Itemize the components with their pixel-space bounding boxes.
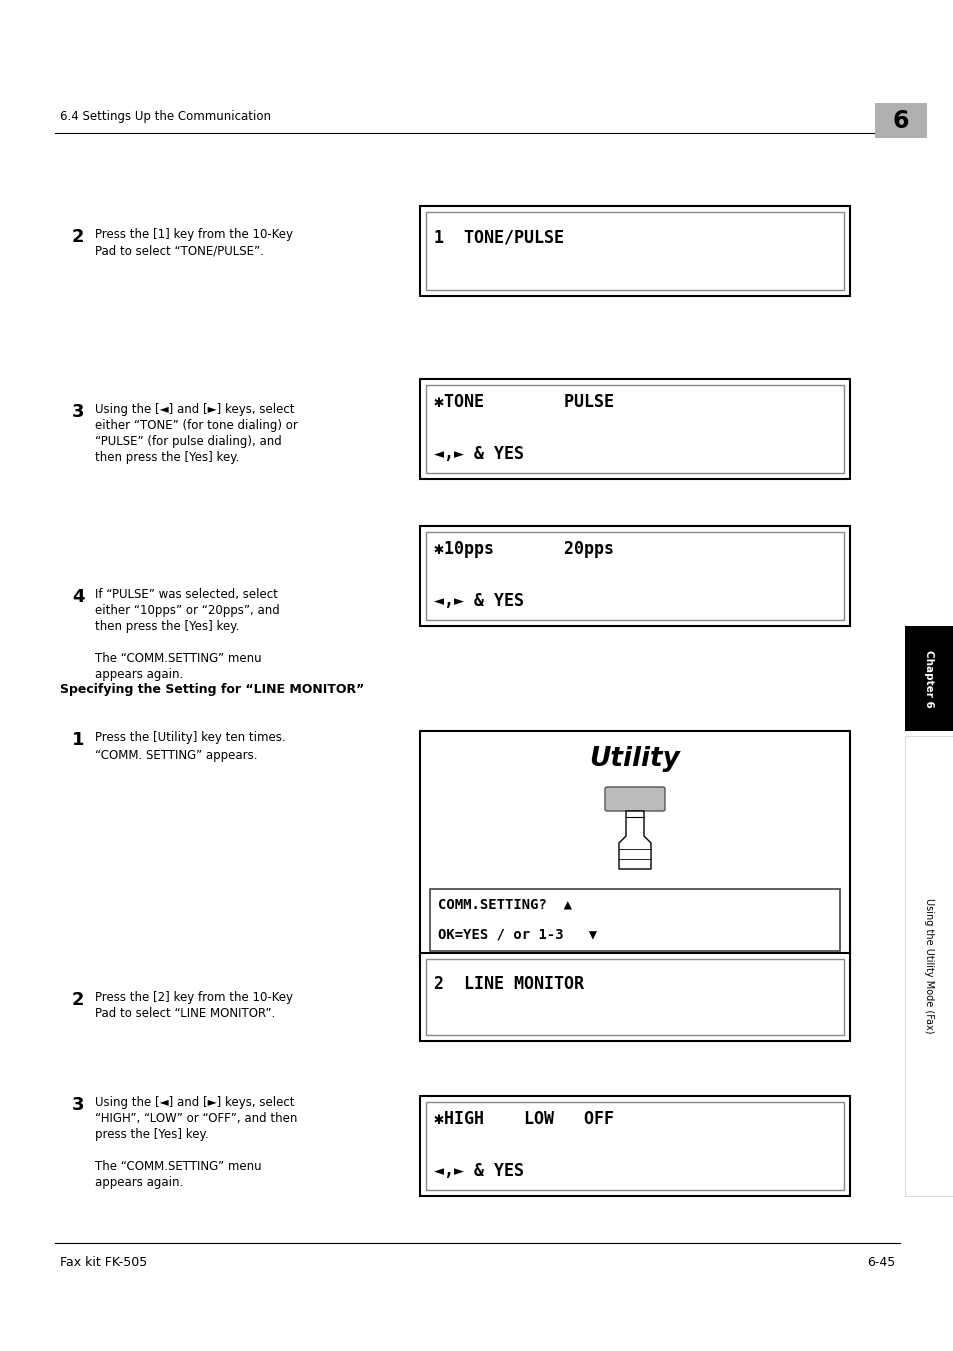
Text: ◄,► & YES: ◄,► & YES — [434, 444, 523, 463]
Text: Press the [1] key from the 10-Key: Press the [1] key from the 10-Key — [95, 228, 293, 240]
FancyBboxPatch shape — [419, 205, 849, 296]
Text: 4: 4 — [71, 588, 85, 607]
Text: “COMM. SETTING” appears.: “COMM. SETTING” appears. — [95, 748, 257, 762]
Text: ◄,► & YES: ◄,► & YES — [434, 1162, 523, 1179]
Text: Using the Utility Mode (Fax): Using the Utility Mode (Fax) — [923, 898, 933, 1034]
Text: then press the [Yes] key.: then press the [Yes] key. — [95, 451, 239, 463]
FancyBboxPatch shape — [426, 385, 843, 473]
FancyBboxPatch shape — [426, 532, 843, 620]
Text: either “TONE” (for tone dialing) or: either “TONE” (for tone dialing) or — [95, 419, 297, 432]
Text: Using the [◄] and [►] keys, select: Using the [◄] and [►] keys, select — [95, 403, 294, 416]
Text: then press the [Yes] key.: then press the [Yes] key. — [95, 620, 239, 634]
FancyBboxPatch shape — [419, 952, 849, 1042]
Text: OK=YES / or 1-3   ▼: OK=YES / or 1-3 ▼ — [437, 927, 597, 942]
Text: 1: 1 — [71, 731, 85, 748]
Text: 2: 2 — [71, 992, 85, 1009]
Polygon shape — [618, 811, 650, 869]
Text: 6.4 Settings Up the Communication: 6.4 Settings Up the Communication — [60, 109, 271, 123]
Text: ◄,► & YES: ◄,► & YES — [434, 592, 523, 611]
Text: Utility: Utility — [589, 746, 679, 771]
Text: appears again.: appears again. — [95, 667, 183, 681]
FancyBboxPatch shape — [426, 1102, 843, 1190]
Text: 2  LINE MONITOR: 2 LINE MONITOR — [434, 975, 583, 993]
Text: “HIGH”, “LOW” or “OFF”, and then: “HIGH”, “LOW” or “OFF”, and then — [95, 1112, 297, 1125]
Text: The “COMM.SETTING” menu: The “COMM.SETTING” menu — [95, 1161, 261, 1173]
FancyBboxPatch shape — [419, 380, 849, 480]
Text: Fax kit FK-505: Fax kit FK-505 — [60, 1256, 147, 1269]
Text: 6: 6 — [892, 109, 908, 132]
FancyBboxPatch shape — [874, 103, 926, 138]
Text: ✱HIGH    LOW   OFF: ✱HIGH LOW OFF — [434, 1111, 614, 1128]
Text: press the [Yes] key.: press the [Yes] key. — [95, 1128, 209, 1142]
Text: COMM.SETTING?  ▲: COMM.SETTING? ▲ — [437, 897, 572, 911]
Text: 1  TONE/PULSE: 1 TONE/PULSE — [434, 228, 563, 246]
FancyBboxPatch shape — [426, 959, 843, 1035]
FancyBboxPatch shape — [904, 626, 953, 731]
Text: “PULSE” (for pulse dialing), and: “PULSE” (for pulse dialing), and — [95, 435, 281, 449]
Text: If “PULSE” was selected, select: If “PULSE” was selected, select — [95, 588, 277, 601]
Text: Using the [◄] and [►] keys, select: Using the [◄] and [►] keys, select — [95, 1096, 294, 1109]
FancyBboxPatch shape — [419, 731, 849, 961]
Text: Chapter 6: Chapter 6 — [923, 650, 933, 708]
Text: 6-45: 6-45 — [866, 1256, 894, 1269]
Text: 2: 2 — [71, 228, 85, 246]
FancyBboxPatch shape — [426, 212, 843, 290]
Text: ✱TONE        PULSE: ✱TONE PULSE — [434, 393, 614, 411]
Text: 3: 3 — [71, 1096, 85, 1115]
Text: Pad to select “TONE/PULSE”.: Pad to select “TONE/PULSE”. — [95, 245, 264, 257]
Text: Pad to select “LINE MONITOR”.: Pad to select “LINE MONITOR”. — [95, 1006, 275, 1020]
FancyBboxPatch shape — [430, 889, 840, 951]
Text: The “COMM.SETTING” menu: The “COMM.SETTING” menu — [95, 653, 261, 665]
FancyBboxPatch shape — [419, 1096, 849, 1196]
Text: either “10pps” or “20pps”, and: either “10pps” or “20pps”, and — [95, 604, 279, 617]
Text: 3: 3 — [71, 403, 85, 422]
Text: Specifying the Setting for “LINE MONITOR”: Specifying the Setting for “LINE MONITOR… — [60, 684, 364, 696]
FancyBboxPatch shape — [604, 788, 664, 811]
FancyBboxPatch shape — [419, 526, 849, 626]
Text: ✱10pps       20pps: ✱10pps 20pps — [434, 540, 614, 558]
Text: Press the [2] key from the 10-Key: Press the [2] key from the 10-Key — [95, 992, 293, 1004]
Text: appears again.: appears again. — [95, 1175, 183, 1189]
Text: Press the [Utility] key ten times.: Press the [Utility] key ten times. — [95, 731, 285, 744]
FancyBboxPatch shape — [904, 736, 953, 1196]
